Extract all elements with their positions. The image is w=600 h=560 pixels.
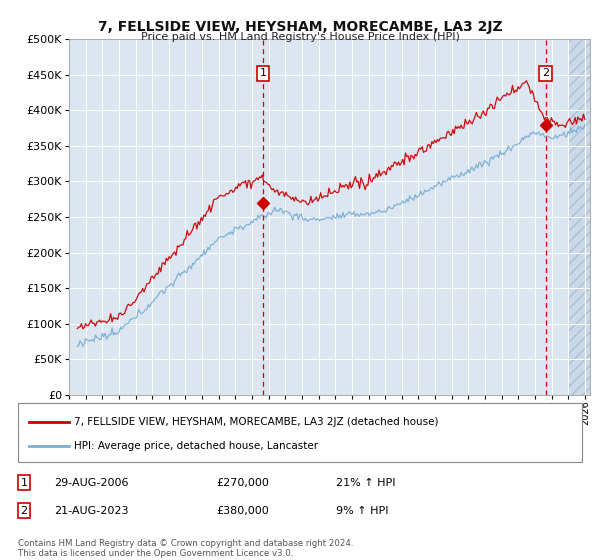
Text: 1: 1: [260, 68, 266, 78]
Text: HPI: Average price, detached house, Lancaster: HPI: Average price, detached house, Lanc…: [74, 441, 319, 451]
Text: 21% ↑ HPI: 21% ↑ HPI: [336, 478, 395, 488]
FancyBboxPatch shape: [18, 403, 582, 462]
Text: Price paid vs. HM Land Registry's House Price Index (HPI): Price paid vs. HM Land Registry's House …: [140, 32, 460, 42]
Text: 2: 2: [542, 68, 549, 78]
Text: Contains HM Land Registry data © Crown copyright and database right 2024.
This d: Contains HM Land Registry data © Crown c…: [18, 539, 353, 558]
Text: £380,000: £380,000: [216, 506, 269, 516]
Text: 29-AUG-2006: 29-AUG-2006: [54, 478, 128, 488]
Text: £270,000: £270,000: [216, 478, 269, 488]
Text: 2: 2: [20, 506, 28, 516]
Text: 1: 1: [20, 478, 28, 488]
Text: 7, FELLSIDE VIEW, HEYSHAM, MORECAMBE, LA3 2JZ (detached house): 7, FELLSIDE VIEW, HEYSHAM, MORECAMBE, LA…: [74, 417, 439, 427]
Bar: [568, 39, 598, 395]
Text: 21-AUG-2023: 21-AUG-2023: [54, 506, 128, 516]
Text: 9% ↑ HPI: 9% ↑ HPI: [336, 506, 389, 516]
Text: 7, FELLSIDE VIEW, HEYSHAM, MORECAMBE, LA3 2JZ: 7, FELLSIDE VIEW, HEYSHAM, MORECAMBE, LA…: [98, 20, 502, 34]
